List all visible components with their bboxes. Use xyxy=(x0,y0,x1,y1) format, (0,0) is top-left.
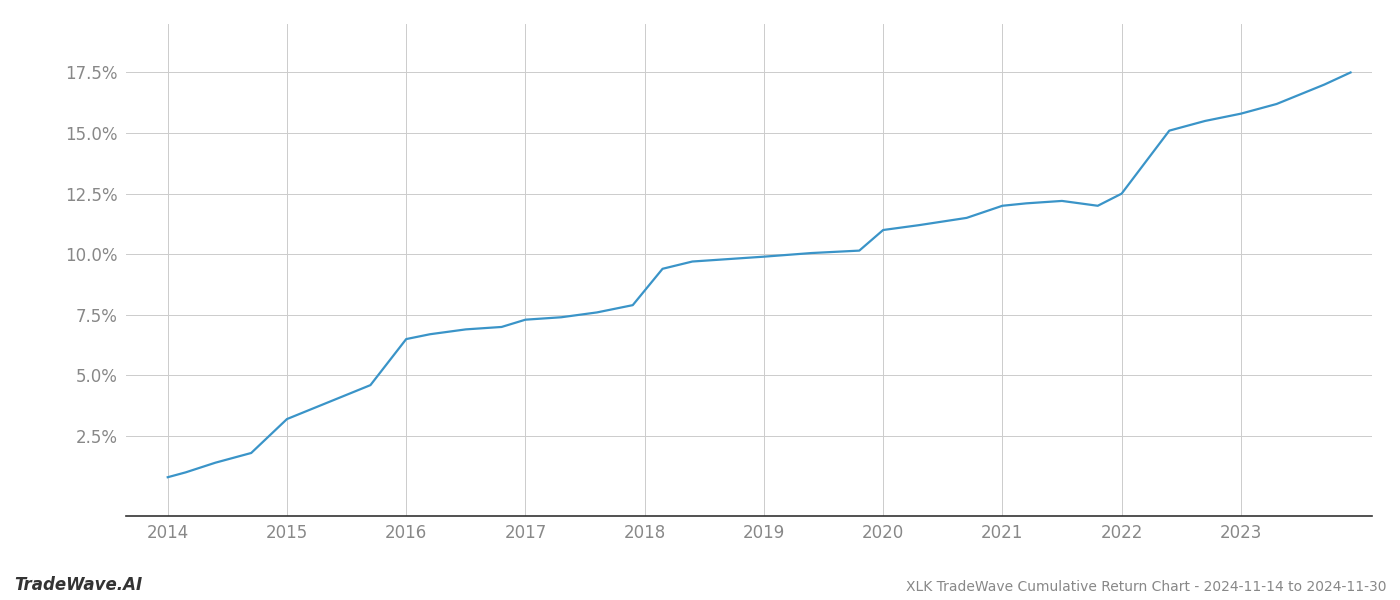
Text: XLK TradeWave Cumulative Return Chart - 2024-11-14 to 2024-11-30: XLK TradeWave Cumulative Return Chart - … xyxy=(906,580,1386,594)
Text: TradeWave.AI: TradeWave.AI xyxy=(14,576,143,594)
